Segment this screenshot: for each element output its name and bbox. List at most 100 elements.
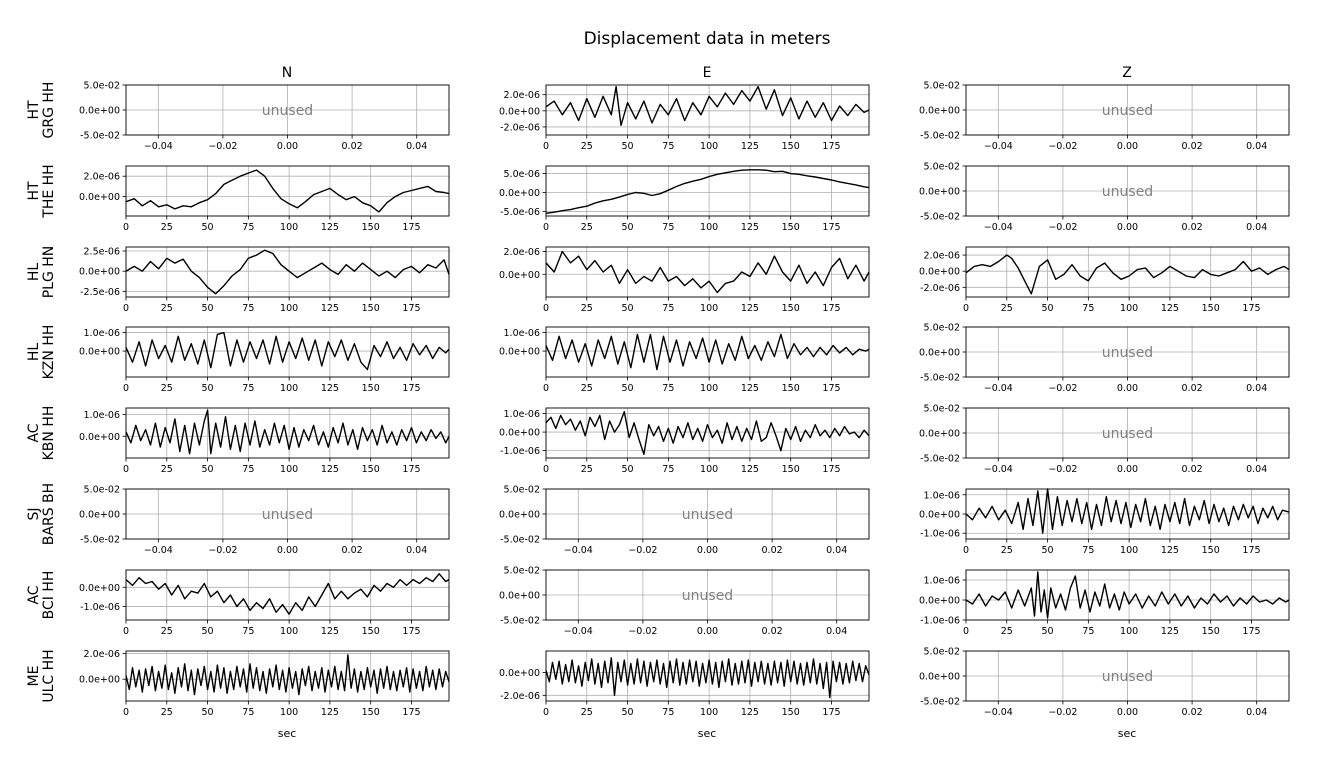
unused-label: unused — [262, 507, 313, 523]
x-tick-label: 0.02 — [1182, 464, 1203, 475]
x-tick-label: −0.02 — [1048, 707, 1077, 718]
panel-r6-c1: unused −0.04 −0.02 0.00 0.02 0.04 -5.0e-02 0.0e… — [499, 566, 870, 637]
trace-line — [965, 254, 1290, 295]
x-tick-label: 125 — [741, 383, 759, 394]
y-tick-label: 5.0e-02 — [924, 162, 960, 173]
y-tick-label: 1.0e-06 — [924, 576, 960, 587]
y-tick-label: 0.0e+00 — [919, 672, 960, 683]
trace-line — [545, 333, 870, 371]
figure-title: Displacement data in meters — [584, 29, 831, 49]
y-tick-label: 2.0e-06 — [504, 247, 540, 258]
x-tick-label: 175 — [402, 303, 420, 314]
x-tick-label: 25 — [161, 222, 173, 233]
x-tick-label: 100 — [280, 707, 298, 718]
x-tick-label: 25 — [581, 707, 593, 718]
x-tick-label: 50 — [202, 222, 214, 233]
x-tick-label: 50 — [202, 707, 214, 718]
y-tick-label: -2.5e-06 — [80, 287, 120, 298]
panel-r2-c0: 0 25 50 75 100 125 150 175 -2.5e-06 0.0e+00 2.5e-0… — [79, 247, 450, 314]
x-tick-label: 0 — [123, 222, 129, 233]
x-tick-label: −0.04 — [564, 545, 593, 556]
axes-frame — [125, 165, 450, 217]
panel-r0-c2: unused −0.04 −0.02 0.00 0.02 0.04 -5.0e-02 0.0e… — [919, 81, 1290, 152]
x-tick-label: 150 — [1202, 303, 1220, 314]
y-tick-label: 0.0e+00 — [919, 348, 960, 359]
axes-frame — [965, 569, 1290, 621]
x-tick-label: 75 — [662, 303, 674, 314]
x-tick-label: 100 — [1120, 626, 1138, 637]
x-tick-label: 175 — [822, 222, 840, 233]
unused-label: unused — [262, 103, 313, 119]
x-tick-label: 0.04 — [406, 141, 427, 152]
x-tick-label: 50 — [622, 383, 634, 394]
axes-frame — [545, 650, 870, 702]
x-tick-label: 175 — [822, 383, 840, 394]
station-label-line: HT — [26, 181, 42, 201]
station-label-line: BCI HH — [41, 571, 57, 620]
column-title-z: Z — [1122, 65, 1132, 81]
station-label-line: HL — [26, 263, 42, 282]
x-tick-label: 125 — [321, 626, 339, 637]
panel-r3-c1: 0 25 50 75 100 125 150 175 0.0e+00 1.0e-06 — [499, 326, 870, 394]
station-label-3: HL KZN HH — [26, 325, 57, 380]
x-tick-label: 125 — [741, 141, 759, 152]
x-tick-label: 25 — [581, 383, 593, 394]
y-tick-label: 0.0e+00 — [79, 583, 120, 594]
y-tick-label: 5.0e-02 — [84, 485, 120, 496]
x-tick-label: 0.04 — [826, 626, 847, 637]
x-tick-label: 100 — [280, 222, 298, 233]
x-tick-label: 0 — [963, 626, 969, 637]
x-tick-label: 175 — [402, 464, 420, 475]
panel-r7-c1: 0 25 50 75 100 125 150 175 -2.0e-06 0.0e+00 — [499, 650, 870, 718]
x-tick-label: 125 — [741, 707, 759, 718]
y-tick-label: 0.0e+00 — [79, 267, 120, 278]
y-tick-label: 0.0e+00 — [499, 428, 540, 439]
x-tick-label: 150 — [782, 464, 800, 475]
x-tick-label: 50 — [622, 464, 634, 475]
y-tick-label: 1.0e-06 — [924, 490, 960, 501]
x-tick-label: 150 — [782, 222, 800, 233]
x-tick-label: −0.04 — [984, 383, 1013, 394]
y-tick-label: -5.0e-02 — [920, 212, 960, 223]
x-tick-label: 50 — [622, 707, 634, 718]
x-tick-label: 50 — [622, 141, 634, 152]
x-tick-label: 25 — [581, 464, 593, 475]
x-tick-label: 0.04 — [1246, 141, 1267, 152]
x-tick-label: 125 — [1161, 545, 1179, 556]
x-tick-label: 150 — [782, 303, 800, 314]
x-tick-label: 0.04 — [1246, 707, 1267, 718]
x-tick-label: 0 — [543, 141, 549, 152]
x-tick-label: 125 — [741, 303, 759, 314]
y-tick-label: 2.0e-06 — [924, 251, 960, 262]
x-tick-label: 100 — [1120, 545, 1138, 556]
x-tick-label: 50 — [622, 303, 634, 314]
x-tick-label: 100 — [700, 303, 718, 314]
x-tick-label: 75 — [1082, 303, 1094, 314]
x-tick-label: −0.04 — [984, 141, 1013, 152]
x-tick-label: 150 — [782, 383, 800, 394]
x-tick-label: 25 — [581, 141, 593, 152]
y-tick-label: 1.0e-06 — [504, 409, 540, 420]
x-tick-label: 175 — [1242, 303, 1260, 314]
x-tick-label: −0.04 — [984, 707, 1013, 718]
x-tick-label: 50 — [622, 222, 634, 233]
x-tick-label: 100 — [280, 464, 298, 475]
x-tick-label: −0.04 — [984, 222, 1013, 233]
column-titles: N E Z — [282, 65, 1132, 81]
station-label-line: KZN HH — [41, 325, 57, 380]
y-tick-label: 0.0e+00 — [79, 675, 120, 686]
x-tick-label: 25 — [1001, 545, 1013, 556]
x-tick-label: 75 — [662, 383, 674, 394]
y-tick-label: -5.0e-06 — [500, 207, 540, 218]
x-tick-label: −0.02 — [1048, 464, 1077, 475]
x-tick-label: 150 — [362, 626, 380, 637]
y-tick-label: 1.0e-06 — [84, 410, 120, 421]
panel-r7-c2: unused −0.04 −0.02 0.00 0.02 0.04 -5.0e-02 0.0e… — [919, 647, 1290, 718]
station-label-2: HL PLG HN — [26, 246, 57, 299]
axes-frame — [125, 569, 450, 621]
x-tick-label: 0.00 — [1117, 707, 1138, 718]
y-tick-label: 0.0e+00 — [79, 192, 120, 203]
x-tick-label: 0.02 — [762, 545, 783, 556]
x-tick-label: 0 — [963, 545, 969, 556]
